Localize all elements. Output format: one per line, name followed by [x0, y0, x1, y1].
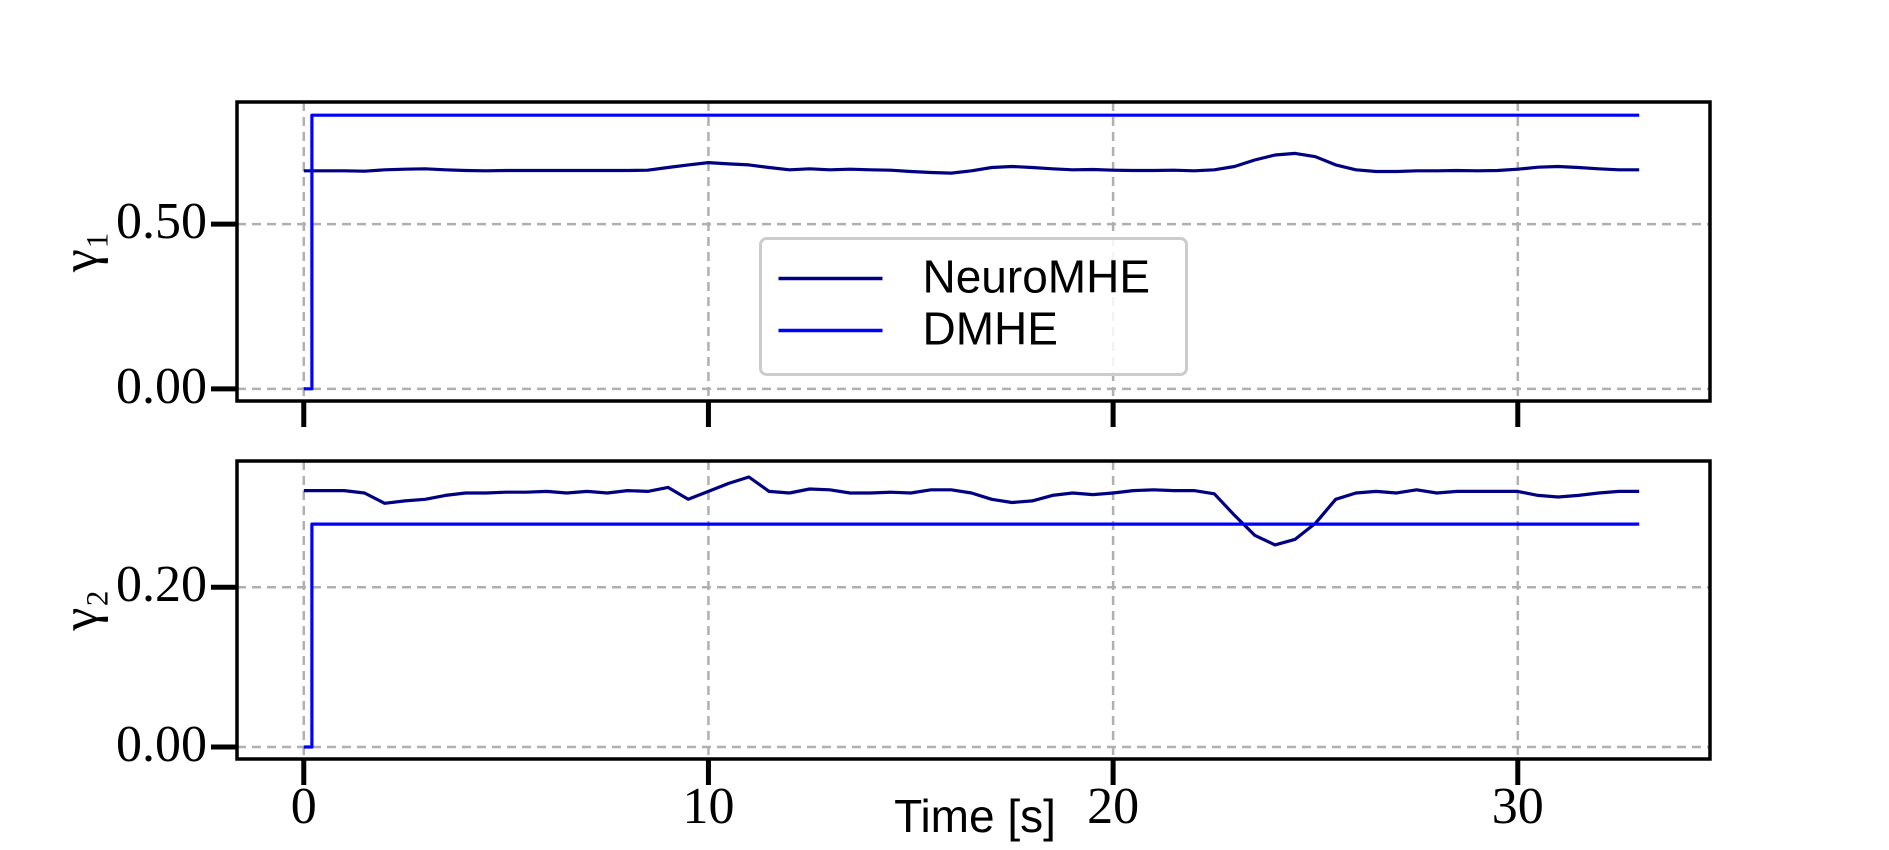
x-axis-label: Time [s] [894, 790, 1056, 842]
series-line [303, 113, 1640, 391]
y-tick-label: 0.20 [116, 556, 207, 613]
x-tick-label: 10 [682, 778, 734, 835]
series-line [303, 151, 1640, 175]
x-tick-label: 30 [1492, 778, 1544, 835]
y-axis-label: γ₁ [52, 231, 109, 273]
y-tick-label: 0.00 [116, 716, 207, 773]
series-line [303, 522, 1640, 749]
legend-label: DMHE [923, 303, 1058, 355]
x-tick-label: 20 [1087, 778, 1139, 835]
y-tick-label: 0.50 [116, 193, 207, 250]
plot-frame [235, 100, 1712, 403]
x-tick-label: 0 [291, 778, 317, 835]
y-tick-label: 0.00 [116, 358, 207, 415]
legend-box [759, 237, 1188, 376]
plot-frame [235, 459, 1712, 761]
series-line [303, 475, 1640, 547]
legend-label: NeuroMHE [923, 251, 1151, 303]
y-axis-label: γ₂ [52, 589, 109, 631]
